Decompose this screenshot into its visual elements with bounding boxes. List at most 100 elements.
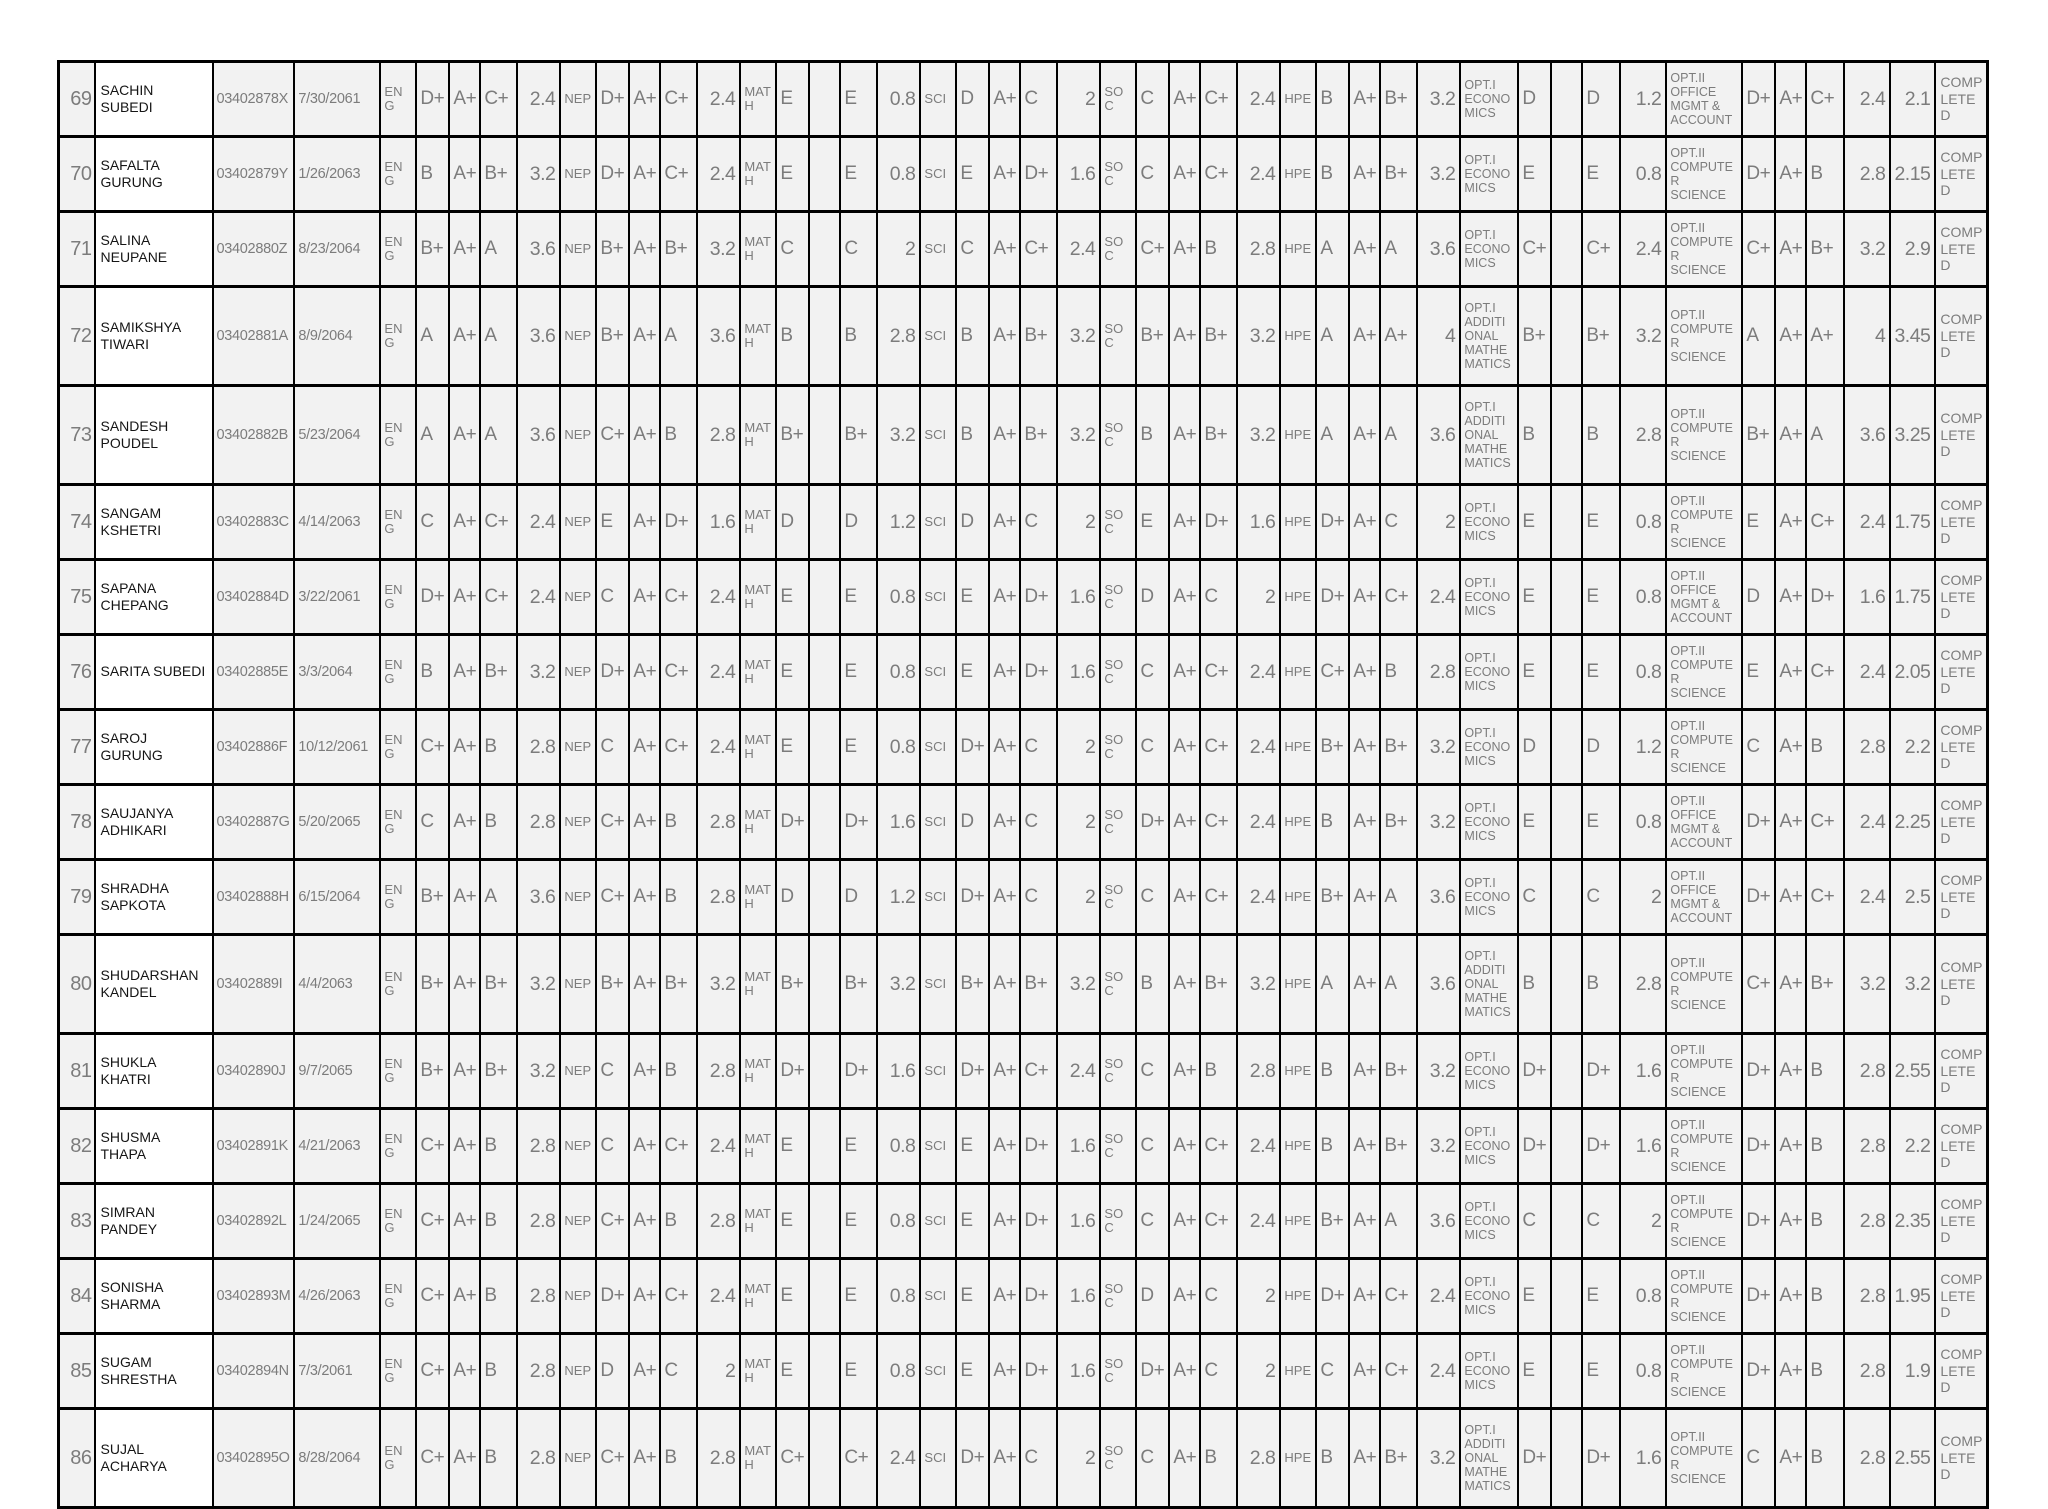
opt1-subject-cell: OPT.I ECONOMICS [1459,633,1520,711]
student-name: SAMIKSHYA TIWARI [93,285,214,387]
opt1-theory-grade: E [1517,633,1553,711]
nep-theory-grade: B+ [595,933,631,1035]
opt2-theory-grade: C [1741,1407,1777,1509]
soc-theory-grade: C+ [1135,210,1171,288]
sci-theory-grade: D+ [955,708,991,786]
opt1-practical-grade [1550,558,1584,636]
hpe-final-grade: C [1379,483,1419,561]
opt2-grade-point: 2.4 [1843,633,1892,711]
sci-subject-label: SCI [919,933,958,1035]
nep-practical-grade: A+ [628,60,662,138]
eng-final-grade: B [479,708,519,786]
soc-theory-grade: C [1135,60,1171,138]
student-dob: 1/26/2063 [293,135,382,213]
soc-grade-point: 2.4 [1236,1107,1282,1185]
math-grade-point: 0.8 [876,633,922,711]
math-theory-grade: D [775,858,811,936]
opt1-prefix: OPT.I [1464,153,1496,167]
eng-theory-grade: C [415,783,451,861]
opt1-subject-name: ADDITIONAL MATHEMATICS [1464,414,1511,470]
nep-practical-grade: A+ [628,858,662,936]
hpe-practical-grade: A+ [1348,858,1382,936]
hpe-final-grade: B+ [1379,60,1419,138]
opt1-subject-cell: OPT.I ECONOMICS [1459,708,1520,786]
student-dob: 7/30/2061 [293,60,382,138]
student-name: SANGAM KSHETRI [93,483,214,561]
opt2-practical-grade: A+ [1774,135,1808,213]
hpe-subject-label: HPE [1279,285,1318,387]
nep-theory-grade: C [595,558,631,636]
opt1-grade-point: 0.8 [1619,633,1668,711]
opt1-practical-grade [1550,1032,1584,1110]
opt2-practical-grade: A+ [1774,1182,1808,1260]
hpe-grade-point: 3.2 [1416,60,1462,138]
final-gpa: 2.15 [1889,135,1937,213]
sci-grade-point: 3.2 [1056,384,1102,486]
opt1-subject-name: ECONOMICS [1464,890,1511,918]
math-subject-label: MATH [739,783,778,861]
sci-practical-grade: A+ [988,558,1022,636]
sci-theory-grade: E [955,1107,991,1185]
eng-theory-grade: B+ [415,933,451,1035]
opt1-practical-grade [1550,60,1584,138]
student-id: 03402879Y [211,135,296,213]
soc-practical-grade: A+ [1168,933,1202,1035]
eng-subject-label: ENG [379,558,418,636]
nep-subject-label: NEP [559,384,598,486]
student-row: 86 SUJAL ACHARYA 03402895O 8/28/2064 ENG… [57,1407,1989,1509]
student-name: SUJAL ACHARYA [93,1407,214,1509]
soc-subject-label: SOC [1099,384,1138,486]
row-number: 69 [57,60,96,138]
eng-theory-grade: A [415,384,451,486]
math-practical-grade [808,858,842,936]
row-number: 81 [57,1032,96,1110]
student-dob: 7/3/2061 [293,1332,382,1410]
math-practical-grade [808,483,842,561]
eng-subject-label: ENG [379,783,418,861]
opt2-theory-grade: D+ [1741,1107,1777,1185]
final-gpa: 2.55 [1889,1407,1937,1509]
final-gpa: 1.75 [1889,483,1937,561]
opt2-theory-grade: D+ [1741,1332,1777,1410]
opt2-practical-grade: A+ [1774,483,1808,561]
opt2-subject-name: COMPUTER SCIENCE [1670,1282,1733,1324]
eng-practical-grade: A+ [448,633,482,711]
opt1-prefix: OPT.I [1464,501,1496,515]
opt2-grade-point: 2.8 [1843,1182,1892,1260]
nep-grade-point: 2.8 [696,1407,742,1509]
math-practical-grade [808,1332,842,1410]
opt2-theory-grade: D+ [1741,1032,1777,1110]
soc-grade-point: 2.4 [1236,633,1282,711]
student-row: 82 SHUSMA THAPA 03402891K 4/21/2063 ENG … [57,1107,1989,1185]
nep-final-grade: D+ [659,483,699,561]
opt1-grade-point: 0.8 [1619,558,1668,636]
eng-practical-grade: A+ [448,60,482,138]
row-number: 78 [57,783,96,861]
sci-subject-label: SCI [919,1032,958,1110]
math-final-grade: D+ [839,1032,879,1110]
hpe-grade-point: 3.2 [1416,1407,1462,1509]
opt1-grade-point: 0.8 [1619,1332,1668,1410]
math-subject-label: MATH [739,558,778,636]
nep-practical-grade: A+ [628,708,662,786]
math-final-grade: E [839,558,879,636]
opt2-final-grade: B [1805,135,1846,213]
math-theory-grade: B [775,285,811,387]
math-theory-grade: D [775,483,811,561]
eng-grade-point: 2.8 [516,1257,562,1335]
sci-final-grade: D+ [1019,1257,1059,1335]
student-dob: 5/23/2064 [293,384,382,486]
eng-grade-point: 3.2 [516,135,562,213]
hpe-subject-label: HPE [1279,1182,1318,1260]
math-grade-point: 1.6 [876,1032,922,1110]
nep-theory-grade: B+ [595,210,631,288]
opt1-prefix: OPT.I [1464,1423,1496,1437]
sci-theory-grade: D+ [955,1407,991,1509]
nep-grade-point: 2.8 [696,858,742,936]
hpe-grade-point: 3.6 [1416,933,1462,1035]
opt1-subject-name: ADDITIONAL MATHEMATICS [1464,1437,1511,1493]
sci-subject-label: SCI [919,558,958,636]
eng-practical-grade: A+ [448,210,482,288]
hpe-theory-grade: C [1315,1332,1351,1410]
sci-theory-grade: D+ [955,1032,991,1110]
